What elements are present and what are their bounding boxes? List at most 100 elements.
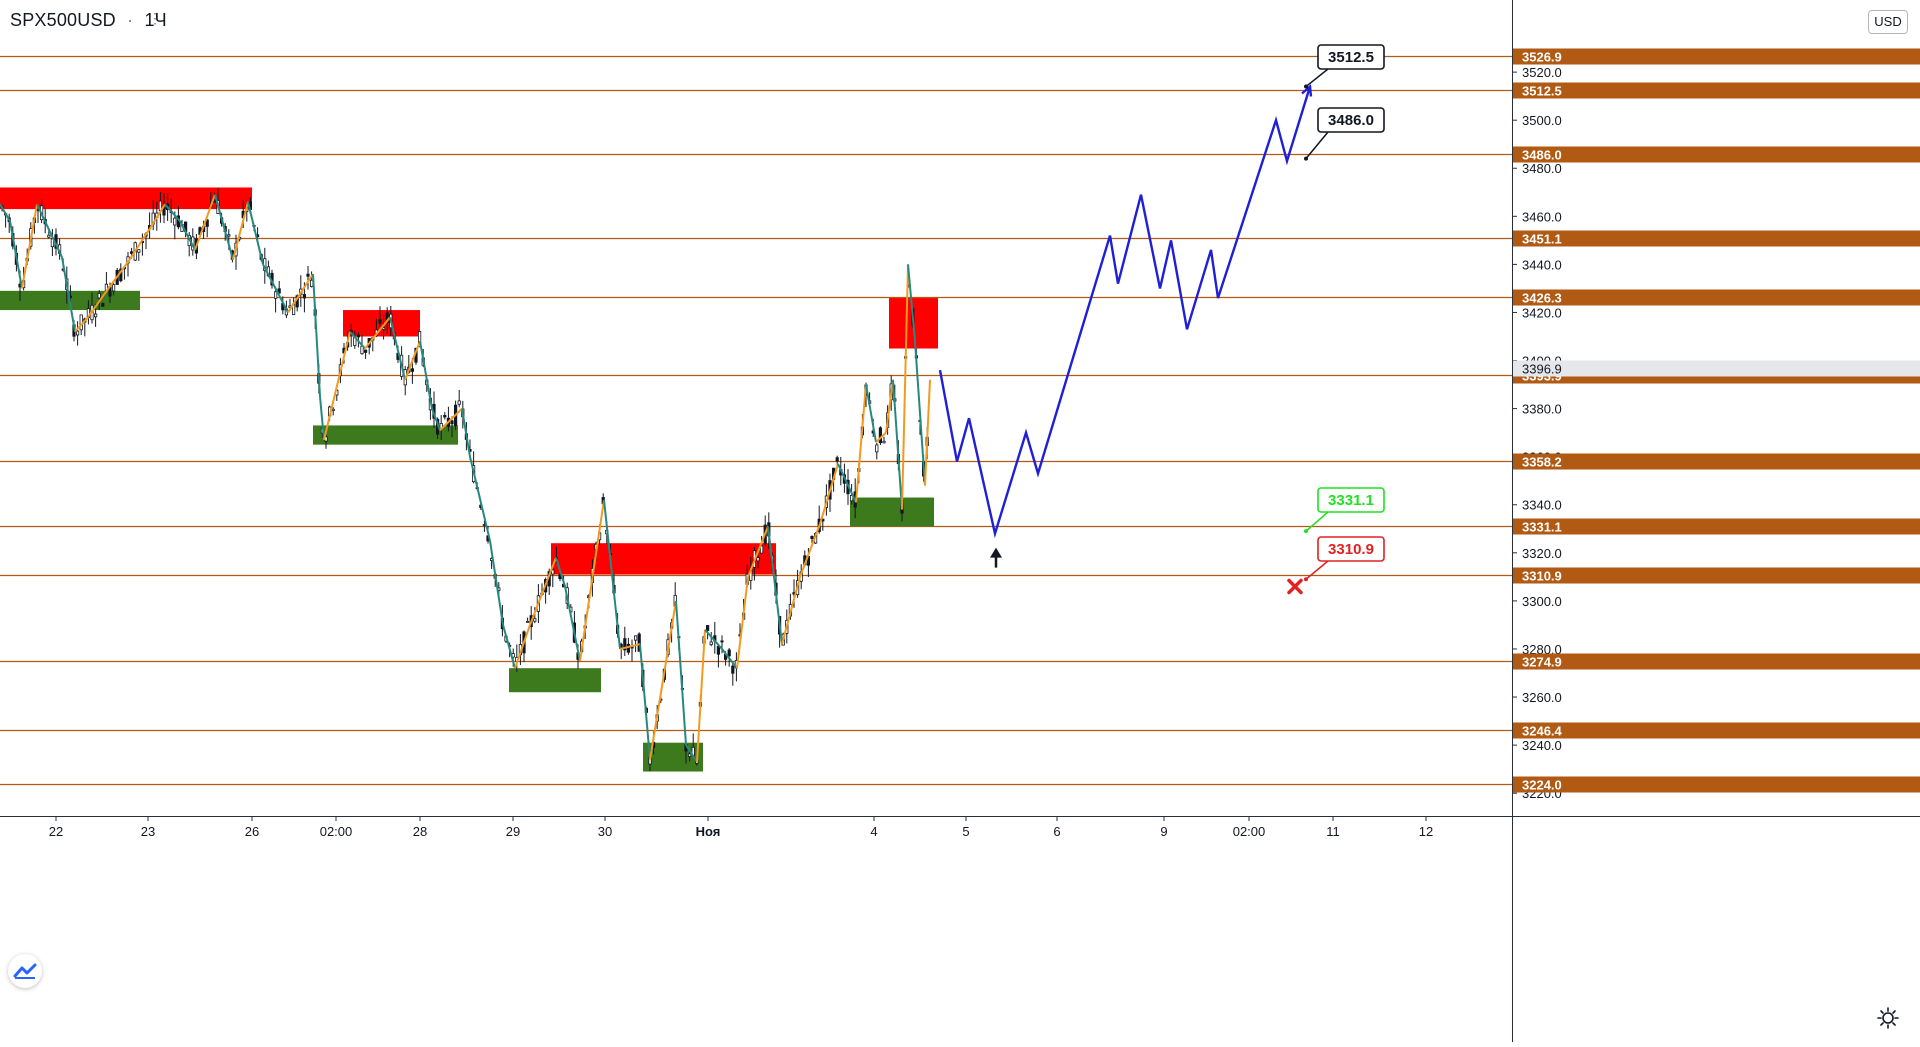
zigzag-segment — [389, 317, 406, 380]
level-price-badge — [1513, 289, 1920, 306]
more-icon[interactable]: ⋮ — [148, 10, 162, 26]
candle-body — [709, 641, 713, 645]
callout-anchor — [1304, 156, 1308, 161]
zigzag-segment — [194, 194, 216, 251]
callout-anchor — [1304, 84, 1308, 89]
level-price-label: 3486.0 — [1522, 148, 1562, 163]
x-tick-label: 28 — [413, 824, 427, 839]
y-tick-label: 3420.0 — [1522, 305, 1562, 320]
price-callout[interactable]: 3310.9 — [1304, 536, 1385, 582]
current-price-badge — [1513, 360, 1920, 377]
zigzag-segment — [649, 600, 677, 760]
zigzag-segment — [61, 257, 76, 332]
zigzag-segment — [675, 600, 687, 746]
timeframe-label: 1Ч — [144, 10, 167, 30]
callout-box — [1317, 107, 1385, 133]
up-arrow-head — [990, 547, 1002, 558]
y-tick-label: 3480.0 — [1522, 161, 1562, 176]
candle-body — [97, 293, 101, 299]
level-price-badge — [1513, 518, 1920, 535]
zigzag-segment — [262, 263, 289, 313]
zigzag-segment — [901, 264, 909, 510]
currency-scale-button[interactable]: USD — [1868, 10, 1908, 34]
price-callout[interactable]: 3486.0 — [1304, 107, 1385, 161]
candle-body — [47, 234, 51, 238]
level-price-label: 3512.5 — [1522, 84, 1562, 99]
candle-body — [363, 349, 368, 353]
x-tick-label: 5 — [962, 824, 969, 839]
callout-label: 3310.9 — [1328, 541, 1374, 558]
candle-body — [720, 640, 724, 643]
zigzag-segment — [214, 194, 234, 260]
y-tick-label: 3440.0 — [1522, 257, 1562, 272]
projection-arrowhead — [1301, 84, 1313, 97]
y-tick-label: 3460.0 — [1522, 209, 1562, 224]
zigzag-segment — [0, 203, 11, 222]
zigzag-segment — [9, 220, 23, 289]
callout-box — [1317, 44, 1385, 70]
candle-body — [835, 457, 839, 462]
zigzag-segment — [696, 629, 706, 762]
callout-pointer — [1305, 511, 1329, 532]
candle-body — [378, 319, 382, 324]
zigzag-segment — [489, 540, 504, 626]
candle-body — [634, 635, 638, 641]
zigzag-segment — [914, 341, 926, 486]
level-price-label: 3246.4 — [1522, 724, 1563, 739]
zigzag-segment — [364, 316, 391, 350]
supply-zone[interactable] — [551, 543, 776, 575]
candle-body — [94, 313, 98, 318]
demand-zone[interactable] — [313, 425, 458, 445]
price-callout[interactable]: 3512.5 — [1304, 44, 1385, 89]
x-tick-label: 4 — [870, 824, 877, 839]
zigzag-segment — [819, 463, 839, 525]
zigzag-segment — [555, 557, 566, 587]
candle-body — [533, 618, 537, 622]
callout-pointer — [1305, 131, 1329, 160]
y-tick-label: 3280.0 — [1522, 642, 1562, 657]
candle-body — [331, 408, 335, 412]
y-tick-label: 3240.0 — [1522, 738, 1562, 753]
level-price-badge — [1513, 776, 1920, 793]
x-tick-label: Ноя — [696, 824, 721, 839]
zigzag-segment — [875, 431, 887, 443]
x-tick-label: 23 — [141, 824, 155, 839]
callout-anchor — [1304, 577, 1308, 582]
x-tick-label: 12 — [1419, 824, 1433, 839]
price-callout[interactable]: 3331.1 — [1304, 487, 1385, 534]
demand-zone[interactable] — [509, 668, 601, 693]
zigzag-segment — [924, 379, 931, 486]
x-tick-label: 02:00 — [1233, 824, 1266, 839]
supply-zone[interactable] — [0, 187, 252, 210]
zigzag-segment — [312, 273, 321, 397]
tradingview-logo-icon[interactable] — [8, 954, 42, 988]
y-tick-label: 3500.0 — [1522, 113, 1562, 128]
zigzag-segment — [247, 201, 264, 265]
projection-path[interactable] — [938, 86, 1312, 539]
zigzag-segment — [287, 273, 314, 314]
level-price-label: 3224.0 — [1522, 778, 1562, 793]
x-tick-label: 02:00 — [320, 824, 353, 839]
candle-body — [273, 291, 278, 299]
level-price-label: 3274.9 — [1522, 655, 1562, 670]
zigzag-segment — [127, 227, 151, 263]
candle-body — [810, 535, 814, 540]
demand-zone[interactable] — [850, 497, 934, 527]
candle-body — [716, 646, 721, 655]
zigzag-segment — [469, 456, 491, 542]
zigzag-segment — [736, 576, 749, 669]
callout-label: 3486.0 — [1328, 112, 1374, 129]
zigzag-segment — [87, 292, 106, 318]
y-tick-label: 3520.0 — [1522, 65, 1562, 80]
zigzag-segment — [104, 261, 129, 294]
candle-body — [457, 400, 461, 405]
zigzag-segment — [502, 624, 516, 669]
zigzag-segment — [179, 220, 196, 251]
candle-body — [205, 219, 209, 227]
callout-box — [1317, 487, 1385, 513]
level-price-label: 3358.2 — [1522, 455, 1562, 470]
gear-icon[interactable] — [1876, 1006, 1900, 1030]
symbol-legend[interactable]: SPX500USD · 1Ч — [10, 10, 167, 31]
